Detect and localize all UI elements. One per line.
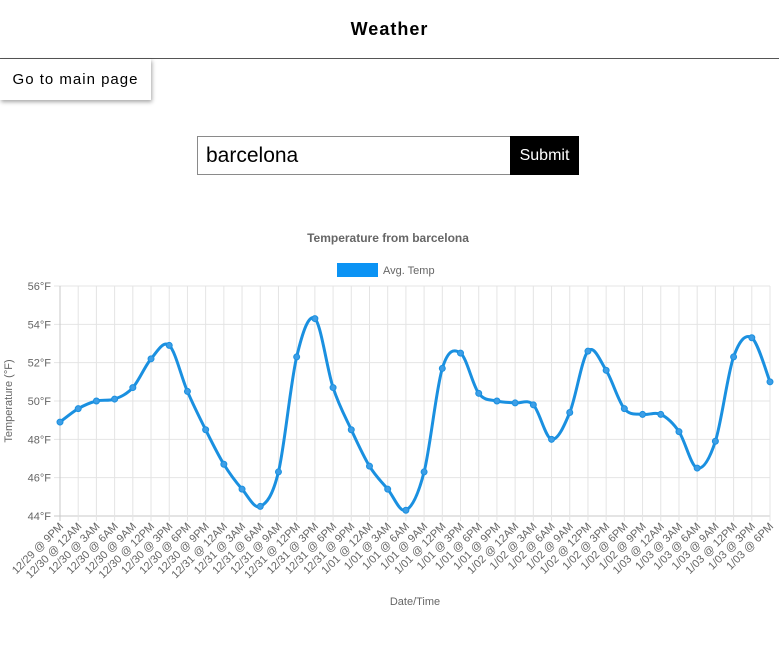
data-point[interactable] [511,399,519,407]
y-tick-label: 54°F [28,319,52,331]
data-point[interactable] [274,468,282,476]
data-point[interactable] [311,315,319,323]
temperature-chart: Temperature from barcelona Avg. Temp Tem… [3,231,776,608]
chart-title: Temperature from barcelona [307,231,469,245]
data-point[interactable] [56,418,64,426]
data-point[interactable] [329,384,337,392]
data-point[interactable] [584,347,592,355]
data-point[interactable] [347,426,355,434]
data-point[interactable] [147,355,155,363]
data-point[interactable] [293,353,301,361]
submit-button[interactable]: Submit [510,136,579,175]
city-search-form: Submit [197,136,579,175]
data-point[interactable] [202,426,210,434]
series-line [59,316,772,512]
data-point[interactable] [748,334,756,342]
data-point[interactable] [256,502,264,510]
y-tick-labels: 44°F 46°F 48°F 50°F 52°F 54°F 56°F [28,281,52,523]
data-point[interactable] [74,405,82,413]
data-point[interactable] [639,410,647,418]
y-tick-label: 56°F [28,281,52,293]
data-point[interactable] [566,409,574,416]
y-tick-label: 46°F [28,473,52,485]
x-axis-label: Date/Time [390,596,440,608]
go-to-main-page-button[interactable]: Go to main page [0,59,151,100]
y-tick-label: 44°F [28,511,52,523]
y-tick-label: 52°F [28,358,52,370]
data-point[interactable] [529,401,537,409]
data-point[interactable] [730,353,738,361]
legend-color-box [337,263,378,277]
data-point[interactable] [693,464,701,472]
data-point[interactable] [129,384,137,392]
data-point[interactable] [675,428,683,436]
data-point[interactable] [165,341,173,349]
page-title: Weather [350,18,429,39]
data-point[interactable] [365,462,373,470]
data-point[interactable] [602,366,610,374]
data-point[interactable] [620,405,628,413]
data-point[interactable] [183,387,191,395]
city-search-input[interactable] [197,136,510,175]
data-point[interactable] [657,410,665,418]
data-point[interactable] [402,506,410,514]
data-point[interactable] [238,485,246,493]
y-tick-label: 50°F [28,396,52,408]
legend-label[interactable]: Avg. Temp [383,265,435,277]
data-point[interactable] [220,460,228,468]
series-avg-temp [56,315,774,514]
data-point[interactable] [493,397,501,405]
data-point[interactable] [111,395,119,403]
data-point[interactable] [548,435,556,443]
data-point[interactable] [92,397,100,405]
data-point[interactable] [438,364,446,372]
data-point[interactable] [711,437,719,445]
data-point[interactable] [766,378,774,386]
data-point[interactable] [457,349,465,357]
y-tick-label: 48°F [28,434,52,446]
data-point[interactable] [475,389,483,397]
y-axis-label: Temperature (°F) [3,359,15,442]
data-point[interactable] [384,485,392,493]
data-point[interactable] [420,468,428,476]
chart-gridlines [54,285,771,521]
page-header: Weather [0,0,779,59]
